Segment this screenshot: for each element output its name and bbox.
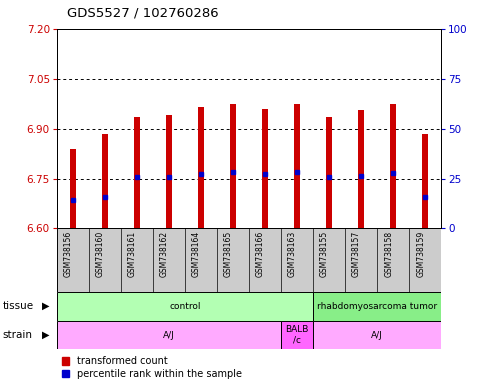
Text: GSM738166: GSM738166 — [256, 231, 265, 277]
Bar — [102, 134, 107, 228]
Text: ▶: ▶ — [42, 330, 49, 340]
Text: GSM738156: GSM738156 — [64, 231, 73, 277]
Text: A/J: A/J — [371, 331, 383, 339]
Bar — [134, 117, 140, 228]
Text: strain: strain — [2, 330, 33, 340]
Text: GSM738162: GSM738162 — [160, 231, 169, 277]
Bar — [313, 321, 441, 349]
Text: GSM738161: GSM738161 — [128, 231, 137, 277]
Text: GSM738163: GSM738163 — [288, 231, 297, 277]
Text: GSM738155: GSM738155 — [320, 231, 329, 277]
Bar — [390, 104, 396, 228]
Bar — [358, 110, 364, 228]
Bar — [198, 107, 204, 228]
Text: A/J: A/J — [163, 331, 175, 339]
Text: GSM738158: GSM738158 — [384, 231, 393, 277]
Legend: transformed count, percentile rank within the sample: transformed count, percentile rank withi… — [62, 356, 242, 379]
Bar — [262, 109, 268, 228]
Bar — [326, 117, 332, 228]
Text: ▶: ▶ — [42, 301, 49, 311]
Text: tissue: tissue — [2, 301, 34, 311]
Text: control: control — [169, 302, 201, 311]
Text: GSM738165: GSM738165 — [224, 231, 233, 277]
Text: GSM738164: GSM738164 — [192, 231, 201, 277]
Bar — [70, 149, 75, 228]
Text: rhabdomyosarcoma tumor: rhabdomyosarcoma tumor — [317, 302, 437, 311]
Bar — [294, 104, 300, 228]
Bar — [281, 321, 313, 349]
Bar — [166, 115, 172, 228]
Text: GSM738157: GSM738157 — [352, 231, 361, 277]
Text: GDS5527 / 102760286: GDS5527 / 102760286 — [67, 6, 218, 19]
Text: BALB
/c: BALB /c — [285, 325, 309, 345]
Bar — [313, 292, 441, 321]
Bar — [423, 134, 428, 228]
Bar — [230, 104, 236, 228]
Bar — [57, 321, 281, 349]
Bar — [57, 292, 313, 321]
Text: GSM738160: GSM738160 — [96, 231, 105, 277]
Text: GSM738159: GSM738159 — [416, 231, 425, 277]
